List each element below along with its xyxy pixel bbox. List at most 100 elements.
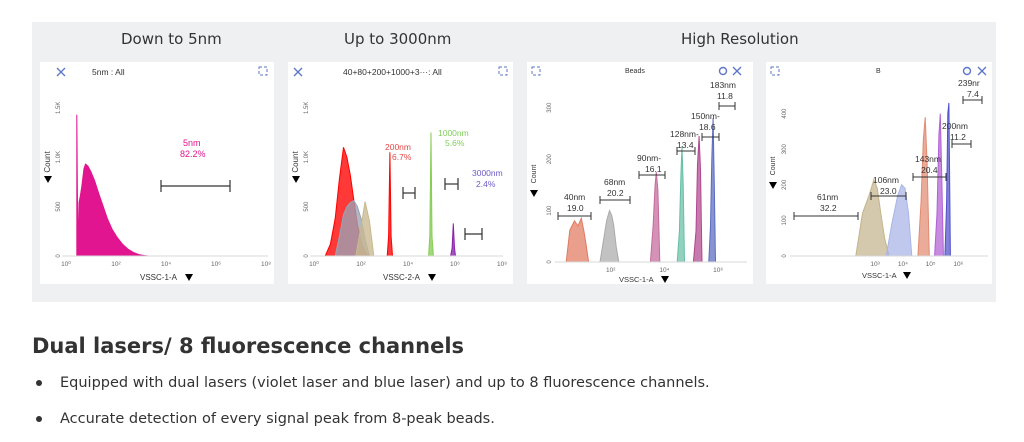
y-axis-label: Count — [531, 165, 538, 184]
expand-icon[interactable] — [498, 66, 508, 76]
y-axis-dropdown-icon[interactable] — [292, 176, 300, 183]
annotation-value: 5.6% — [445, 138, 465, 148]
y-ticks: 0 100 200 300 — [547, 102, 553, 264]
x-axis-label: VSSC-1-A — [140, 273, 178, 282]
gate-1000nm — [444, 178, 459, 190]
x-axis-label: VSSC-1-A — [862, 271, 897, 280]
annotation-label: 1000nm — [438, 128, 469, 138]
annotation-value: 32.2 — [820, 203, 837, 213]
y-axis-label: Count — [291, 151, 300, 173]
annotation-label: 150nm- — [691, 111, 720, 121]
x-tick-label: 10² — [111, 261, 121, 268]
annotation-label: 3000nm — [472, 168, 503, 178]
annotation-label: 61nm — [817, 192, 838, 202]
histogram-series-4 — [676, 146, 686, 263]
bullet-icon — [36, 416, 42, 422]
y-tick-label: 400 — [782, 108, 788, 119]
feature-item: Accurate detection of every signal peak … — [32, 408, 710, 442]
gear-icon[interactable] — [718, 66, 728, 76]
x-ticks: 10⁰ 10² 10⁴ 10⁶ 10⁸ — [309, 260, 507, 268]
gear-icon[interactable] — [962, 66, 972, 76]
annotation-value: 11.8 — [717, 91, 733, 101]
close-icon[interactable] — [732, 66, 742, 76]
y-tick-label: 100 — [782, 215, 788, 226]
feature-list: Equipped with dual lasers (violet laser … — [32, 372, 710, 442]
histogram-series-6 — [708, 117, 717, 263]
gate-3000nm — [464, 228, 483, 240]
y-tick-label: 1.5K — [56, 102, 62, 114]
x-axis-dropdown-icon[interactable] — [428, 274, 436, 281]
annotation-label: 40nm — [564, 192, 585, 202]
annotation-value: 2.4% — [476, 179, 496, 189]
y-axis-dropdown-icon[interactable] — [44, 176, 52, 183]
bead-gates — [793, 96, 983, 220]
section-heading: Dual lasers/ 8 fluorescence channels — [32, 334, 465, 358]
y-axis-dropdown-icon[interactable] — [530, 190, 538, 197]
expand-icon[interactable] — [531, 66, 541, 76]
chart-title: B — [876, 68, 881, 75]
annotation-value: 82.2% — [180, 149, 206, 159]
series-group — [855, 102, 951, 257]
x-axis-label: VSSC-2-A — [383, 273, 421, 282]
annotation-value: 11.2 — [950, 132, 966, 142]
annotation-value: 19.0 — [567, 203, 584, 213]
y-tick-label: 500 — [56, 201, 62, 212]
x-tick-label: 10⁴ — [403, 261, 413, 268]
annotation-label: 106nm — [873, 175, 899, 185]
annotation-value: 18.6 — [699, 122, 716, 132]
x-tick-label: 10⁶ — [953, 261, 963, 268]
chart-title: 40+80+200+1000+3···: All — [343, 67, 442, 77]
chart-title: Beads — [625, 68, 645, 75]
y-ticks: 0 500 1.0K 1.5K — [56, 102, 62, 258]
y-tick-label: 0 — [547, 260, 553, 264]
series-group — [565, 117, 717, 263]
x-ticks: 10² 10⁴ 10⁶ — [606, 267, 723, 274]
histogram-series-3 — [917, 117, 930, 257]
annotation-label: 183nm — [710, 80, 736, 90]
x-axis-dropdown-icon[interactable] — [903, 272, 911, 279]
close-icon[interactable] — [977, 66, 987, 76]
histogram-series-1 — [565, 216, 590, 263]
close-icon[interactable] — [56, 67, 66, 77]
annotation-value: 23.0 — [880, 186, 897, 196]
series-group — [76, 114, 149, 257]
series-group — [324, 132, 457, 257]
histogram-series-6 — [449, 223, 457, 257]
annotation-value: 16.1 — [645, 164, 662, 174]
x-ticks: 10⁰ 10² 10⁴ 10⁶ 10⁸ — [61, 260, 271, 268]
histogram-series-5 — [428, 132, 434, 257]
annotation-value: 6.7% — [392, 152, 412, 162]
section-title-3: High Resolution — [681, 30, 799, 48]
y-tick-label: 0 — [782, 254, 788, 258]
expand-icon[interactable] — [770, 66, 780, 76]
annotation-label: 200nm — [385, 142, 411, 152]
annotation-label: 90nm- — [637, 153, 661, 163]
y-tick-label: 0 — [304, 254, 310, 258]
x-axis-dropdown-icon[interactable] — [661, 276, 669, 283]
y-ticks: 0 500 1.0K 1.5K — [304, 102, 310, 258]
x-tick-label: 10⁵ — [926, 261, 936, 268]
y-axis-label: Count — [770, 157, 777, 176]
expand-icon[interactable] — [258, 66, 268, 76]
x-tick-label: 10⁸ — [261, 261, 271, 268]
chart-svg-beads: Beads Count 0 100 200 300 10² 10⁴ 10⁶ 40nm 19… — [530, 66, 747, 284]
y-tick-label: 300 — [547, 102, 553, 113]
annotation-value: 20.2 — [607, 188, 624, 198]
annotation-value: 20.4 — [921, 165, 938, 175]
y-tick-label: 1.0K — [304, 151, 310, 163]
x-tick-label: 10³ — [870, 261, 880, 268]
y-tick-label: 300 — [782, 144, 788, 155]
gate-200nm — [402, 187, 416, 199]
y-tick-label: 500 — [304, 201, 310, 212]
x-axis-dropdown-icon[interactable] — [185, 274, 193, 281]
annotation-label: 5nm — [183, 138, 201, 148]
x-tick-label: 10⁰ — [61, 260, 71, 268]
y-axis-label: Count — [43, 151, 52, 173]
y-axis-dropdown-icon[interactable] — [769, 182, 777, 189]
x-ticks: 10³ 10⁴ 10⁵ 10⁶ — [870, 261, 963, 268]
histogram-b: B Count 0 100 200 300 400 10³ 10⁴ 10⁵ 10⁶ 61nm … — [766, 62, 992, 284]
annotation-label: 143nm — [915, 154, 941, 164]
close-icon[interactable] — [293, 67, 303, 77]
